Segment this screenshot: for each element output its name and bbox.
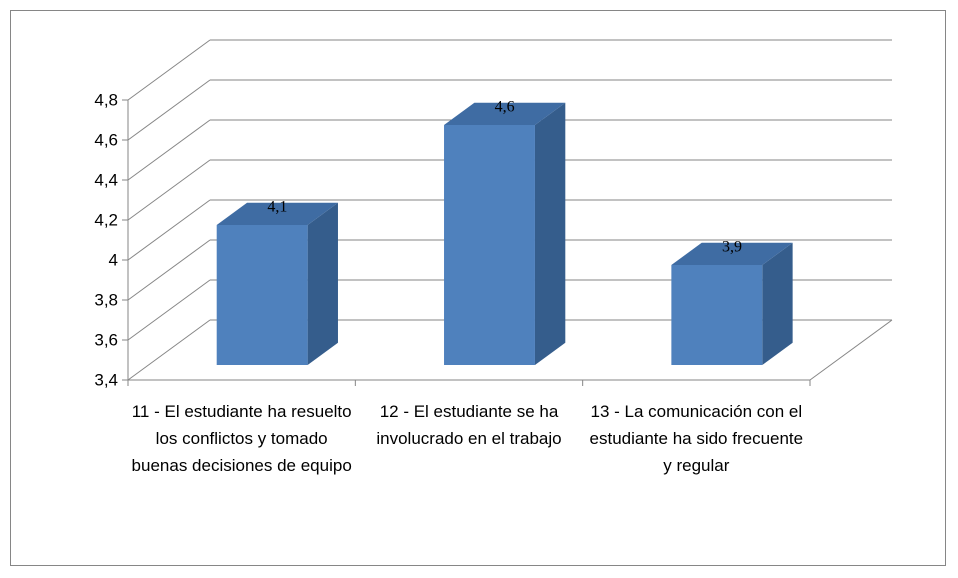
label-line: los conflictos y tomado: [156, 429, 328, 448]
x-tick-label: 11 - El estudiante ha resuelto los confli…: [132, 402, 352, 475]
y-tick-label: 4,8: [94, 90, 118, 109]
bar-side: [762, 242, 793, 365]
label-line: y regular: [663, 456, 729, 475]
grid-line: [127, 79, 211, 141]
grid-line: [127, 279, 211, 341]
label-line: buenas decisiones de equipo: [132, 456, 352, 475]
y-tick-label: 3,8: [94, 290, 118, 309]
grid-line: [127, 239, 211, 301]
axis: [809, 319, 893, 381]
grid-line: [127, 199, 211, 261]
bar-front: [671, 265, 763, 365]
bar-top: [216, 202, 338, 225]
bar-front: [444, 125, 535, 365]
x-tick-label: 12 - El estudiante se ha involucrado en e…: [376, 402, 561, 448]
label-line: involucrado en el trabajo: [376, 429, 561, 448]
bar-side: [534, 102, 566, 366]
y-tick-label: 3,6: [94, 330, 118, 349]
bar-top: [671, 242, 793, 265]
bar-top: [444, 102, 566, 125]
value-label: 3,9: [722, 239, 742, 256]
bar: [444, 102, 566, 366]
label-line: 12 - El estudiante se ha: [380, 402, 559, 421]
bar-side: [307, 202, 338, 365]
bar: [671, 242, 793, 365]
bar: [216, 202, 338, 365]
grid-line: [127, 159, 211, 221]
grid-line: [127, 319, 211, 381]
y-tick-label: 4,6: [94, 130, 118, 149]
y-tick-label: 4,2: [94, 210, 118, 229]
y-tick-label: 4: [109, 250, 118, 269]
x-tick-label: 13 - La comunicación con el estudiante ha…: [590, 402, 804, 475]
y-tick-label: 4,4: [94, 170, 118, 189]
value-label: 4,1: [267, 199, 287, 216]
y-tick-label: 3,4: [94, 370, 118, 389]
label-line: 11 - El estudiante ha resuelto: [132, 402, 352, 421]
value-label: 4,6: [495, 99, 515, 116]
label-line: estudiante ha sido frecuente: [590, 429, 804, 448]
grid-line: [127, 119, 211, 181]
label-line: 13 - La comunicación con el: [590, 402, 802, 421]
bar-front: [216, 225, 308, 365]
grid-line: [127, 39, 211, 101]
